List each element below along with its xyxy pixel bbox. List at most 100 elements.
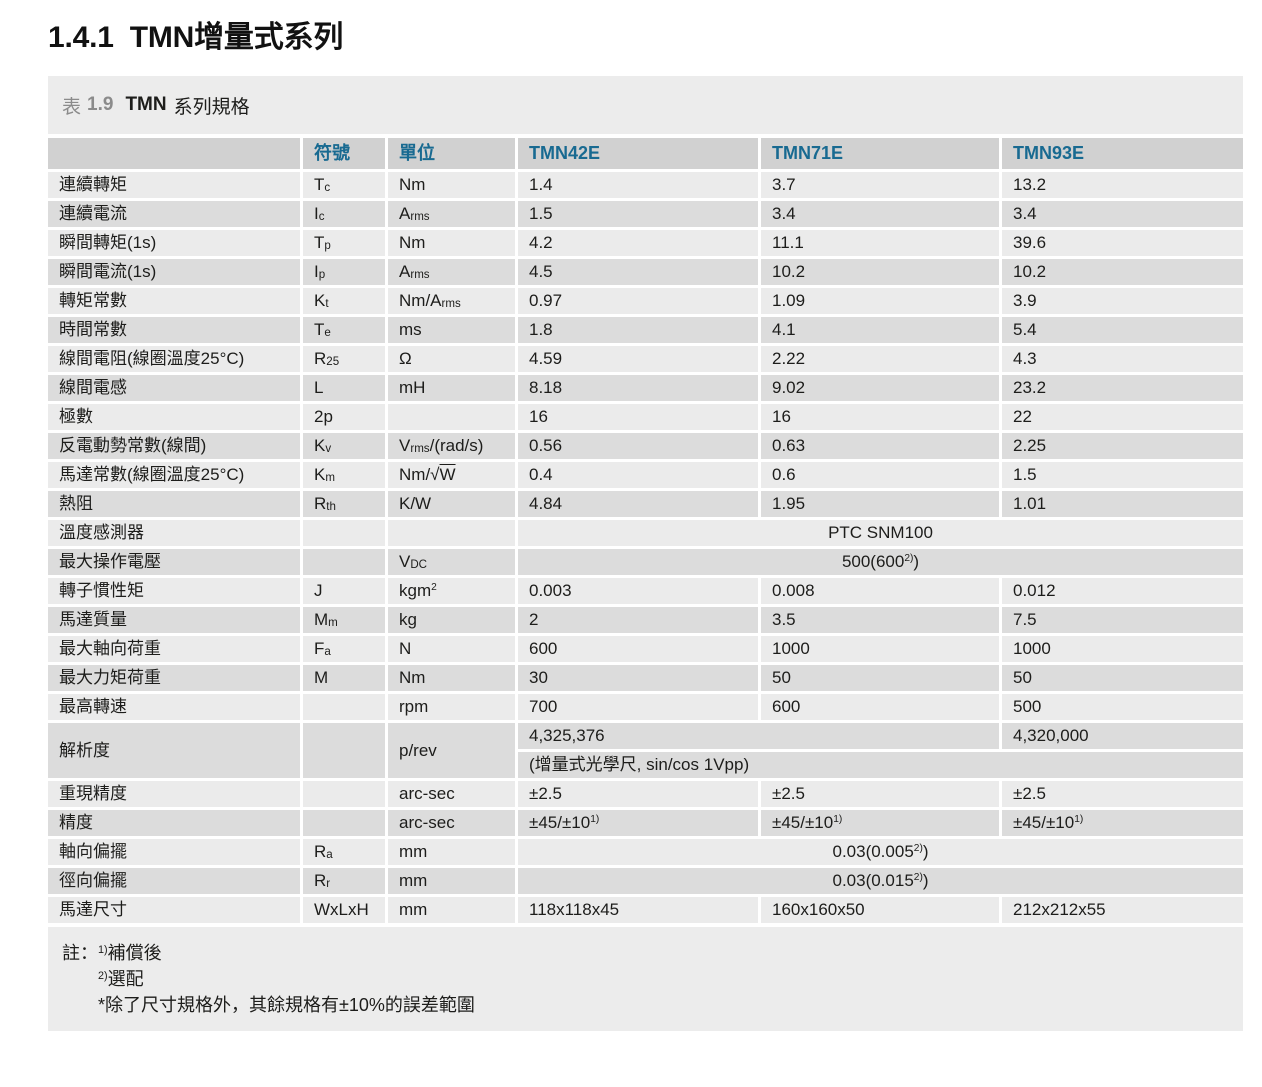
spec-symbol [303,810,385,836]
spec-value: 1000 [1002,636,1243,662]
spec-value: 4.59 [518,346,758,372]
spec-symbol: Kv [303,433,385,459]
spec-unit: kg [388,607,515,633]
spec-symbol [303,694,385,720]
spec-value: 1.5 [518,201,758,227]
spec-symbol: Mm [303,607,385,633]
spec-unit: Arms [388,259,515,285]
spec-value: 5.4 [1002,317,1243,343]
spec-value: 0.012 [1002,578,1243,604]
spec-symbol: Tp [303,230,385,256]
spec-value: 8.18 [518,375,758,401]
spec-symbol [303,549,385,575]
spec-value: 4.5 [518,259,758,285]
spec-row: 時間常數 Te ms 1.8 4.1 5.4 [48,317,1243,343]
section-title: TMN增量式系列 [129,21,344,54]
spec-unit: N [388,636,515,662]
spec-table-card: 表 1.9 TMN 系列規格 符號 單位 TMN42E TMN71E TMN93E 連續… [48,76,1243,1031]
spec-value: 600 [518,636,758,662]
spec-name: 馬達尺寸 [48,897,300,923]
spec-name: 精度 [48,810,300,836]
spec-value: 4.2 [518,230,758,256]
spec-symbol: Kt [303,288,385,314]
spec-value: 9.02 [761,375,999,401]
spec-unit: ms [388,317,515,343]
caption-series-name: TMN [125,94,167,115]
caption-number: 1.9 [87,94,114,115]
note-line: 1)補償後 [98,943,162,963]
spec-unit: Nm/√W [388,462,515,488]
spec-value: 0.63 [761,433,999,459]
spec-name: 線間電阻(線圈溫度25°C) [48,346,300,372]
spec-value: 30 [518,665,758,691]
spec-name: 線間電感 [48,375,300,401]
spec-name: 瞬間電流(1s) [48,259,300,285]
spec-row: 連續電流 Ic Arms 1.5 3.4 3.4 [48,201,1243,227]
spec-value: 4.1 [761,317,999,343]
spec-value: 3.5 [761,607,999,633]
notes-label: 註： [62,943,98,963]
spec-value: 0.56 [518,433,758,459]
spec-symbol: Tc [303,172,385,198]
column-header-unit: 單位 [388,138,515,169]
spec-symbol: Ic [303,201,385,227]
spec-row: 熱阻 Rth K/W 4.84 1.95 1.01 [48,491,1243,517]
spec-unit [388,404,515,430]
spec-name: 連續轉矩 [48,172,300,198]
spec-unit: mm [388,839,515,865]
spec-value: 700 [518,694,758,720]
spec-name: 軸向偏擺 [48,839,300,865]
spec-value: 118x118x45 [518,897,758,923]
spec-row: 線間電阻(線圈溫度25°C) R25 Ω 4.59 2.22 4.3 [48,346,1243,372]
spec-symbol: Rr [303,868,385,894]
spec-value: 11.1 [761,230,999,256]
spec-value: 50 [1002,665,1243,691]
spec-symbol [303,781,385,807]
spec-value: 1000 [761,636,999,662]
spec-value: 3.4 [761,201,999,227]
spec-value: 1.95 [761,491,999,517]
spec-name: 最大操作電壓 [48,549,300,575]
spec-value: 212x212x55 [1002,897,1243,923]
note-line: *除了尺寸規格外，其餘規格有±10%的誤差範圍 [98,995,475,1015]
resolution-value-right: 4,320,000 [1002,723,1243,749]
table-header-row: 符號 單位 TMN42E TMN71E TMN93E [48,138,1243,169]
spec-unit: Nm [388,172,515,198]
spec-row: 極數 2p 16 16 22 [48,404,1243,430]
spec-row: 精度 arc-sec ±45/±101) ±45/±101) ±45/±101) [48,810,1243,836]
spec-name: 重現精度 [48,781,300,807]
spec-row: 最大軸向荷重 Fa N 600 1000 1000 [48,636,1243,662]
spec-unit: VDC [388,549,515,575]
spec-value: 3.9 [1002,288,1243,314]
spec-unit: p/rev [388,723,515,778]
spec-name: 時間常數 [48,317,300,343]
page-title: 1.4.1 TMN增量式系列 [0,0,1262,56]
spec-value: 600 [761,694,999,720]
spec-name: 轉子慣性矩 [48,578,300,604]
spec-unit: mm [388,868,515,894]
table-caption: 表 1.9 TMN 系列規格 [48,76,1243,134]
spec-symbol: L [303,375,385,401]
resolution-value-left: 4,325,376 [518,723,999,749]
spec-row: 溫度感測器 PTC SNM100 [48,520,1243,546]
spec-name: 徑向偏擺 [48,868,300,894]
spec-unit: Nm/Arms [388,288,515,314]
column-header-model-tmn71e: TMN71E [761,138,999,169]
column-header-symbol: 符號 [303,138,385,169]
spec-value: 500 [1002,694,1243,720]
spec-name: 連續電流 [48,201,300,227]
spec-value: 0.008 [761,578,999,604]
spec-row: 最大力矩荷重 M Nm 30 50 50 [48,665,1243,691]
spec-name: 最大軸向荷重 [48,636,300,662]
spec-row: 最高轉速 rpm 700 600 500 [48,694,1243,720]
spec-value: 160x160x50 [761,897,999,923]
spec-value: 4.84 [518,491,758,517]
spec-value: 16 [761,404,999,430]
spec-symbol: 2p [303,404,385,430]
spec-value: 2 [518,607,758,633]
spec-name: 熱阻 [48,491,300,517]
spec-unit: Vrms/(rad/s) [388,433,515,459]
spec-name: 解析度 [48,723,300,778]
